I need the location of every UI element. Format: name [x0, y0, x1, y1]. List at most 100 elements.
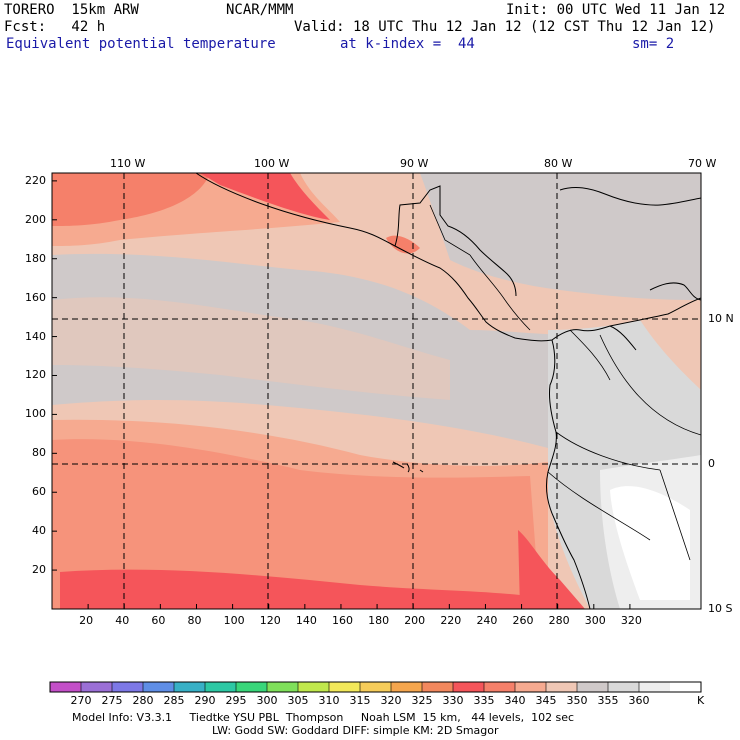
x-tick-label: 320	[620, 614, 642, 627]
colorbar-swatch	[577, 682, 609, 692]
lon-label-80w: 80 W	[544, 157, 573, 170]
colorbar-label: 295	[225, 694, 247, 707]
colorbar-label: 355	[597, 694, 619, 707]
colorbar-swatch	[639, 682, 671, 692]
field-name: Equivalent potential temperature	[6, 36, 276, 52]
model-info-line2: LW: Godd SW: Goddard DIFF: simple KM: 2D…	[212, 724, 499, 737]
hot-coast-peru	[518, 530, 585, 609]
model-title: TORERO 15km ARW	[4, 2, 139, 18]
colorbar-swatch	[608, 682, 640, 692]
hot-strip-south	[60, 569, 520, 609]
colombia-warm	[640, 300, 701, 390]
colorbar-label: 325	[411, 694, 433, 707]
colorbar-swatch	[422, 682, 454, 692]
organization-label: NCAR/MMM	[226, 2, 294, 18]
valid-time: Valid: 18 UTC Thu 12 Jan 12 (12 CST Thu …	[294, 19, 716, 35]
hot-region-mexico	[200, 173, 330, 220]
colorbar-label: 350	[566, 694, 588, 707]
colorbar-swatch	[329, 682, 361, 692]
lat-label-10s: 10 S	[708, 602, 733, 615]
lon-label-110w: 110 W	[110, 157, 146, 170]
colorbar-label: 320	[380, 694, 402, 707]
y-tick-label: 180	[25, 251, 46, 265]
colorbar-label: 285	[163, 694, 185, 707]
x-tick-label: 240	[476, 614, 498, 627]
forecast-hour: Fcst: 42 h	[4, 19, 106, 35]
colorbar-label: 345	[535, 694, 557, 707]
hot-region-northwest	[52, 173, 210, 226]
x-tick-label: 20	[79, 614, 94, 627]
x-tick-label: 140	[295, 614, 317, 627]
x-tick-label: 120	[259, 614, 281, 627]
colorbar-label: 330	[442, 694, 464, 707]
colorbar-frame	[49, 681, 702, 693]
colorbar-swatch	[236, 682, 268, 692]
x-tick-label: 160	[331, 614, 353, 627]
caribbean-cool	[420, 173, 701, 300]
x-tick-label: 60	[151, 614, 166, 627]
lon-label-90w: 90 W	[400, 157, 429, 170]
colorbar-swatch	[515, 682, 547, 692]
y-tick-label: 140	[25, 329, 46, 343]
country-borders	[429, 204, 701, 561]
x-tick-label: 260	[512, 614, 534, 627]
y-tick-label: 60	[32, 485, 46, 499]
colorbar-label: 310	[318, 694, 340, 707]
colorbar-label: 270	[70, 694, 92, 707]
colorbar-label: 335	[473, 694, 495, 707]
colorbar-swatch	[112, 682, 144, 692]
colorbar-label: 340	[504, 694, 526, 707]
y-tick-label: 220	[25, 173, 46, 187]
lon-label-70w: 70 W	[688, 157, 717, 170]
colorbar-swatch	[546, 682, 578, 692]
y-tick-label: 100	[25, 407, 46, 421]
colorbar-swatch	[205, 682, 237, 692]
colorbar-label: 360	[628, 694, 650, 707]
y-tick-label: 40	[32, 524, 46, 538]
lat-label-10n: 10 N	[708, 312, 734, 325]
colorbar-swatch	[81, 682, 113, 692]
lon-label-100w: 100 W	[254, 157, 290, 170]
colorbar-label: 280	[132, 694, 154, 707]
x-tick-label: 280	[548, 614, 570, 627]
colorbar-swatch	[484, 682, 516, 692]
colorbar-swatch	[670, 682, 702, 692]
andes-white	[610, 486, 690, 600]
colorbar-swatch	[143, 682, 175, 692]
map-frame	[51, 172, 702, 610]
model-info-line1: Model Info: V3.3.1 Tiedtke YSU PBL Thomp…	[72, 711, 575, 724]
y-tick-label: 160	[25, 290, 46, 304]
x-tick-label: 220	[440, 614, 462, 627]
colorbar-swatch	[360, 682, 392, 692]
level-label: at k-index = 44	[340, 36, 475, 52]
x-tick-label: 300	[584, 614, 606, 627]
lat-label-0: 0	[708, 457, 715, 470]
x-tick-label: 80	[187, 614, 202, 627]
colorbar-swatch	[391, 682, 423, 692]
colorbar-swatch	[50, 682, 82, 692]
colorbar-label: 315	[349, 694, 371, 707]
x-tick-label: 100	[223, 614, 245, 627]
lat-lon-grid	[52, 173, 701, 609]
colorbar-swatch	[174, 682, 206, 692]
colorbar	[49, 681, 702, 693]
y-tick-label: 20	[32, 563, 46, 577]
warm-band-south-inner	[52, 439, 540, 609]
x-tick-label: 40	[115, 614, 130, 627]
colorbar-label: 305	[287, 694, 309, 707]
smoothing-label: sm= 2	[632, 36, 675, 52]
x-tick-label: 200	[404, 614, 426, 627]
colorbar-swatch	[298, 682, 330, 692]
colorbar-swatch	[453, 682, 485, 692]
y-tick-label: 120	[25, 368, 46, 382]
colorbar-unit: K	[697, 694, 705, 707]
x-tick-label: 180	[368, 614, 390, 627]
y-tick-label: 80	[32, 446, 46, 460]
cool-band-patch	[52, 297, 450, 400]
colorbar-swatch	[267, 682, 299, 692]
guatemala-warm	[386, 235, 420, 254]
colorbar-label: 275	[101, 694, 123, 707]
colorbar-label: 300	[256, 694, 278, 707]
colorbar-label: 290	[194, 694, 216, 707]
